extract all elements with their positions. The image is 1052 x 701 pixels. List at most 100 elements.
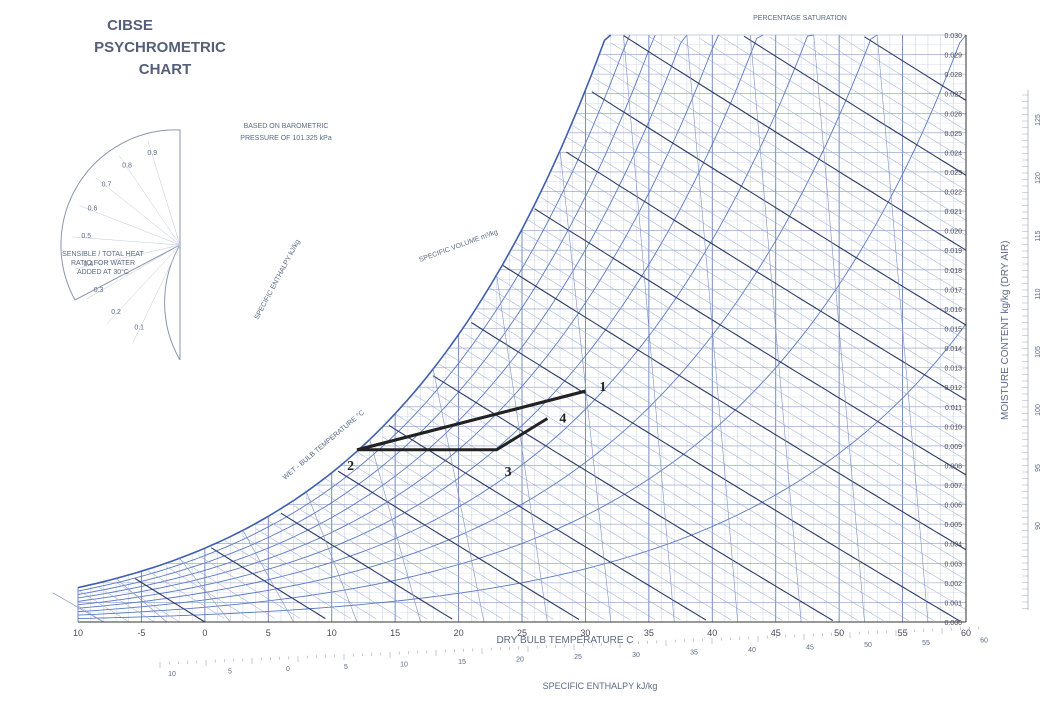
saturation-curve-60 <box>77 34 720 602</box>
y-tick-label: 0.023 <box>944 170 962 177</box>
y-tick-label: 0.007 <box>944 483 962 490</box>
enthalpy-line <box>496 276 967 566</box>
right-scale-label: 110 <box>1035 288 1042 299</box>
enthalpy-line <box>483 299 967 595</box>
enthalpy-line-major <box>864 36 967 101</box>
specific-volume-line <box>306 491 358 623</box>
x-tick-label: 50 <box>834 628 844 638</box>
enthalpy-line <box>597 64 967 296</box>
saturation-curve-10 <box>77 323 967 620</box>
enthalpy-line <box>458 345 910 621</box>
enthalpy-scale-label: 45 <box>806 645 814 652</box>
protractor-ray <box>106 244 181 325</box>
right-scale-label: 125 <box>1035 114 1042 126</box>
enthalpy-line <box>242 536 377 620</box>
saturation-curve-40 <box>77 34 814 609</box>
specific-volume-line <box>432 368 485 623</box>
enthalpy-line <box>547 185 967 446</box>
y-tick-label: 0.022 <box>944 190 962 197</box>
protractor-caption-3: ADDED AT 30°C <box>77 268 129 276</box>
y-tick-label: 0.009 <box>944 444 962 451</box>
y-tick-label: 0.026 <box>944 111 962 118</box>
enthalpy-line <box>515 242 967 521</box>
enthalpy-line-major <box>432 375 834 621</box>
x-tick-label: -5 <box>137 628 145 638</box>
chart-axes: 10 -5 0 5 10 15 20 25 30 35 40 45 50 55 600.000 0.001 0.… <box>73 33 971 638</box>
bottom-enthalpy-scale: 10 5 0 5 10 15 20 25 30 35 40 45 50 55 60 <box>159 626 988 678</box>
protractor-ray <box>95 177 181 246</box>
x-tick-label: 35 <box>644 628 654 638</box>
y-tick-label: 0.018 <box>944 268 962 275</box>
enthalpy-line <box>819 38 967 131</box>
saturation-curve-80 <box>77 34 656 595</box>
enthalpy-scale-label: 10 <box>400 661 408 668</box>
specific-volume-line <box>242 530 294 623</box>
process-point-label: 1 <box>599 380 606 395</box>
enthalpy-line <box>718 34 967 191</box>
enthalpy-line <box>382 436 681 621</box>
enthalpy-line <box>509 253 967 536</box>
protractor-ratio-label: 0.5 <box>81 233 91 240</box>
y-tick-label: 0.021 <box>944 209 962 216</box>
enthalpy-line <box>674 37 967 221</box>
enthalpy-scale-label: 35 <box>690 649 698 656</box>
enthalpy-scale-label: 0 <box>286 666 290 673</box>
enthalpy-line <box>572 125 967 371</box>
enthalpy-line <box>179 558 275 619</box>
x-tick-label: 5 <box>266 628 271 638</box>
enthalpy-line-major <box>337 470 580 620</box>
y-tick-label: 0.027 <box>944 92 962 99</box>
protractor-ray <box>118 155 181 246</box>
y-tick-label: 0.015 <box>944 327 962 334</box>
enthalpy-line <box>794 37 967 146</box>
enthalpy-line <box>426 387 808 621</box>
enthalpy-line <box>477 310 967 610</box>
enthalpy-scale-label: 5 <box>344 664 348 671</box>
enthalpy-line <box>559 163 967 416</box>
specific-volume-line <box>115 578 167 623</box>
y-tick-label: 0.006 <box>944 503 962 510</box>
enthalpy-line <box>147 570 225 619</box>
right-scale-label: 105 <box>1035 346 1042 358</box>
enthalpy-line <box>553 174 967 431</box>
enthalpy-scale-label: 20 <box>516 657 524 664</box>
protractor-ratio-label: 0.1 <box>134 325 144 332</box>
enthalpy-line <box>350 463 605 620</box>
saturation-curve-90 <box>77 34 631 592</box>
enthalpy-line <box>198 555 301 619</box>
y-tick-label: 0.010 <box>944 424 962 431</box>
right-scale-label: 115 <box>1035 230 1042 241</box>
enthalpy-line-major <box>388 424 707 621</box>
enthalpy-line <box>490 288 967 581</box>
enthalpy-line <box>77 589 129 622</box>
process-point-label: 2 <box>347 459 354 474</box>
enthalpy-line <box>407 406 757 621</box>
specific-volume-line <box>369 439 421 623</box>
x-axis-title: DRY BULB TEMPERATURE C <box>496 635 633 646</box>
chart-grid <box>77 34 967 623</box>
specific-volume-line <box>559 150 612 623</box>
enthalpy-line <box>268 520 428 620</box>
right-scale-label: 95 <box>1035 464 1042 472</box>
enthalpy-line <box>604 53 967 281</box>
x-tick-label: 55 <box>898 628 908 638</box>
x-tick-label: 40 <box>707 628 717 638</box>
right-scale-label: 90 <box>1035 522 1042 530</box>
enthalpy-line <box>77 605 104 622</box>
y-tick-label: 0.030 <box>944 33 962 40</box>
title-line-1: CIBSE <box>107 17 153 34</box>
enthalpy-line-major <box>280 512 453 620</box>
enthalpy-line <box>96 585 155 623</box>
protractor-ratio-label: 0.3 <box>94 287 104 294</box>
x-tick-label: 60 <box>961 628 971 638</box>
y-tick-label: 0.008 <box>944 463 962 470</box>
enthalpy-line-major <box>210 547 326 620</box>
enthalpy-line <box>325 478 554 620</box>
right-scale-label: 120 <box>1035 172 1042 184</box>
enthalpy-line <box>464 333 935 622</box>
specific-volume-line <box>496 274 548 623</box>
protractor-ray <box>147 141 181 246</box>
x-tick-label: 45 <box>771 628 781 638</box>
enthalpy-line <box>769 36 967 161</box>
